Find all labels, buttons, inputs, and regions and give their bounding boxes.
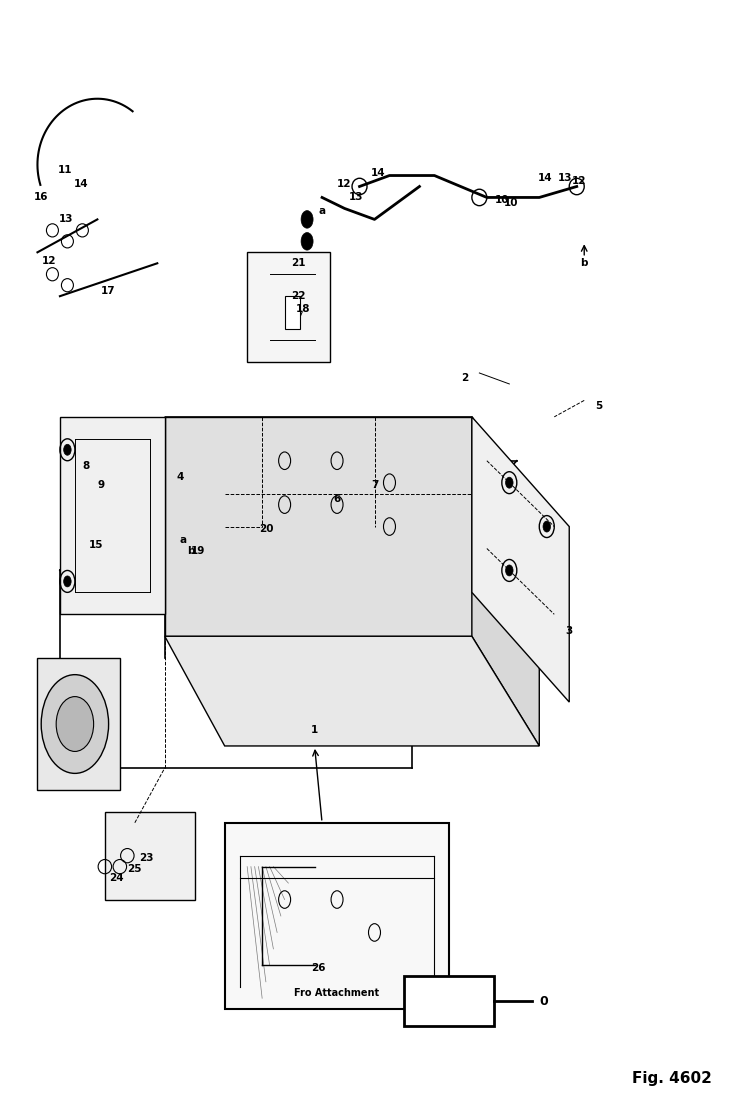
Text: 3: 3 xyxy=(565,625,573,636)
Text: 2: 2 xyxy=(461,373,468,384)
Polygon shape xyxy=(165,417,539,527)
Text: 7: 7 xyxy=(371,479,378,490)
Text: 18: 18 xyxy=(296,304,311,315)
Text: 21: 21 xyxy=(291,258,306,269)
Text: 11: 11 xyxy=(58,165,73,176)
Polygon shape xyxy=(472,417,569,702)
Text: 19: 19 xyxy=(191,545,206,556)
Text: Fro Attachment: Fro Attachment xyxy=(294,987,380,998)
Circle shape xyxy=(301,233,313,250)
Text: 20: 20 xyxy=(258,523,273,534)
Text: 13: 13 xyxy=(348,192,363,203)
Circle shape xyxy=(506,565,513,576)
Text: 14: 14 xyxy=(538,172,553,183)
Text: 1: 1 xyxy=(311,724,318,735)
Text: 24: 24 xyxy=(109,872,124,883)
Polygon shape xyxy=(472,417,539,746)
Text: 26: 26 xyxy=(311,962,326,973)
Text: 8: 8 xyxy=(82,461,90,472)
Text: 25: 25 xyxy=(127,863,142,874)
Bar xyxy=(404,976,494,1026)
Text: 9: 9 xyxy=(97,479,105,490)
Text: 10: 10 xyxy=(503,197,518,208)
Text: 13: 13 xyxy=(558,172,573,183)
Circle shape xyxy=(64,576,71,587)
Text: 15: 15 xyxy=(88,540,103,551)
Polygon shape xyxy=(247,252,330,362)
Text: 12: 12 xyxy=(337,179,352,190)
Text: 14: 14 xyxy=(371,168,386,179)
Circle shape xyxy=(64,444,71,455)
Polygon shape xyxy=(37,658,120,790)
Polygon shape xyxy=(285,296,300,329)
Text: 4: 4 xyxy=(176,472,184,483)
Text: b: b xyxy=(187,545,195,556)
Text: Fig. 4602: Fig. 4602 xyxy=(631,1071,712,1086)
Text: 13: 13 xyxy=(58,214,73,225)
Circle shape xyxy=(41,675,109,773)
Text: 17: 17 xyxy=(101,285,116,296)
Circle shape xyxy=(543,521,551,532)
Text: 6: 6 xyxy=(333,494,341,505)
Polygon shape xyxy=(60,417,165,614)
Text: 22: 22 xyxy=(291,291,306,302)
Bar xyxy=(225,823,449,1009)
Text: 12: 12 xyxy=(41,256,56,267)
Text: 12: 12 xyxy=(571,176,586,186)
Text: a: a xyxy=(180,534,187,545)
Circle shape xyxy=(506,477,513,488)
Text: a: a xyxy=(318,205,326,216)
Text: 0: 0 xyxy=(539,995,548,1007)
Text: 10: 10 xyxy=(494,194,509,205)
Text: 23: 23 xyxy=(139,852,154,863)
Polygon shape xyxy=(165,417,472,636)
Text: 14: 14 xyxy=(73,179,88,190)
Text: 16: 16 xyxy=(34,192,49,203)
Circle shape xyxy=(301,211,313,228)
Text: b: b xyxy=(580,258,588,269)
Circle shape xyxy=(56,697,94,751)
Polygon shape xyxy=(105,812,195,900)
Polygon shape xyxy=(165,636,539,746)
Text: 5: 5 xyxy=(595,400,603,411)
